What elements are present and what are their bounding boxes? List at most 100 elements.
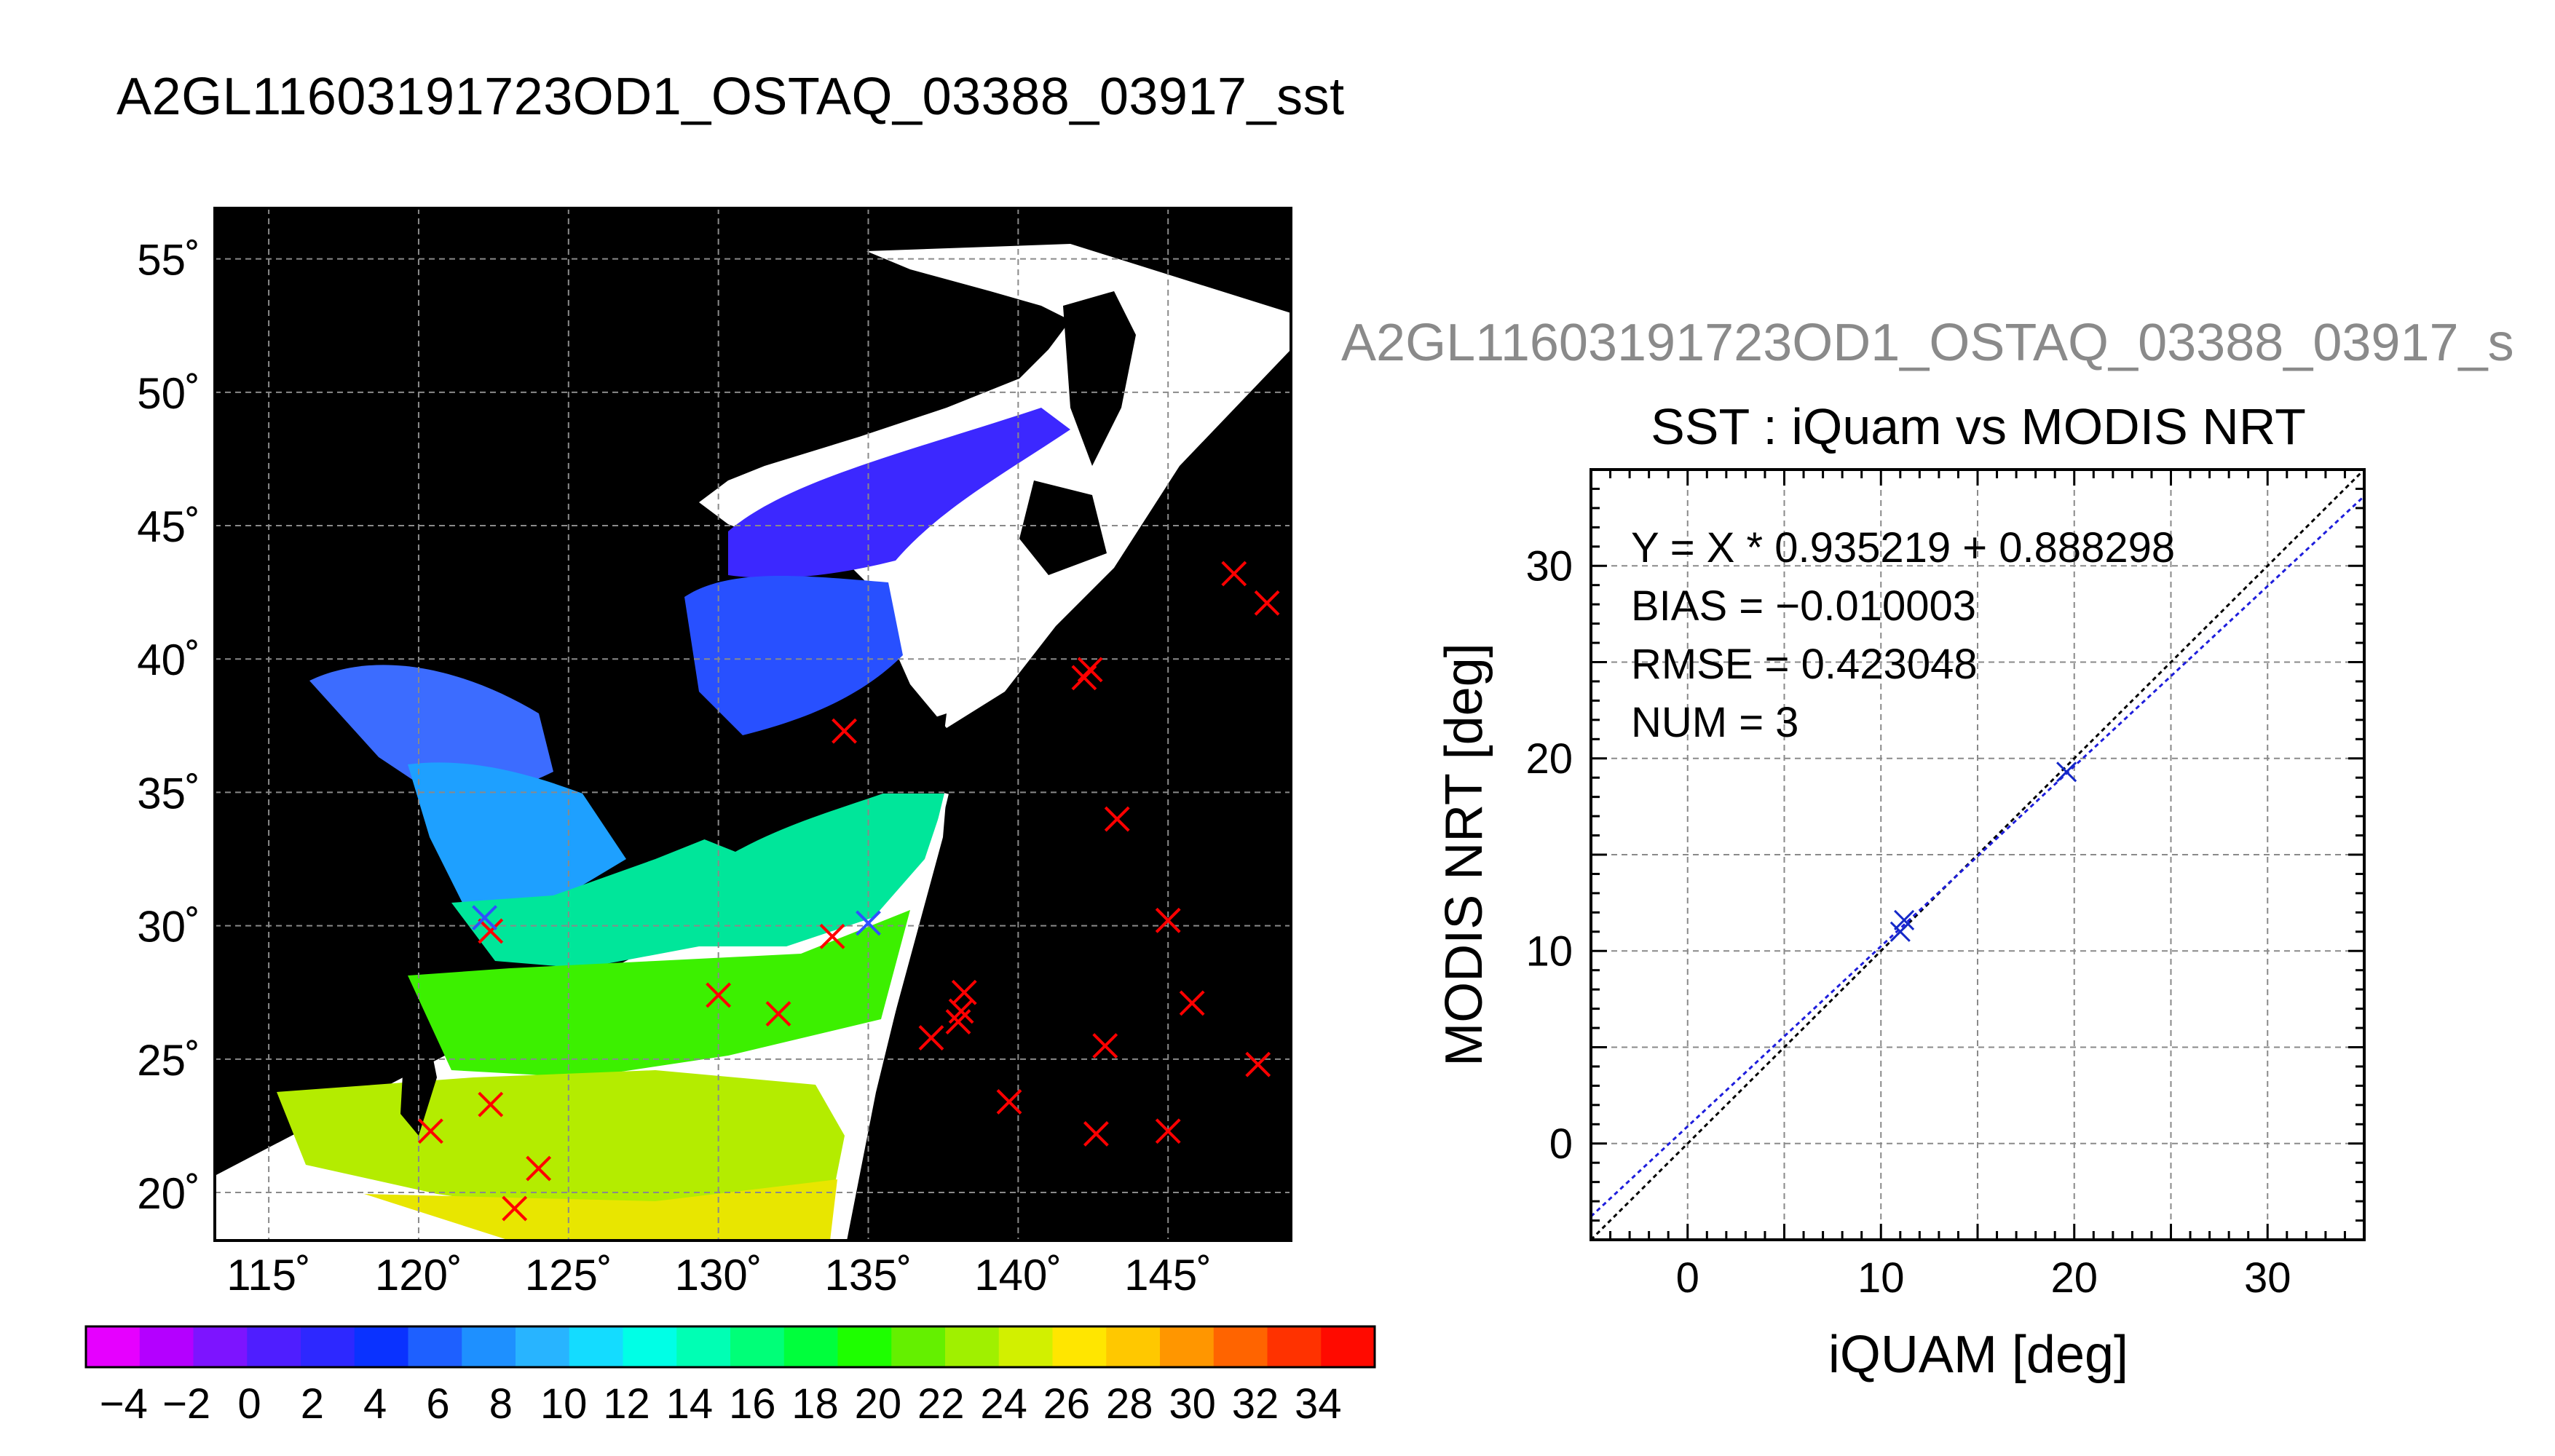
colorbar-label: −2 — [162, 1380, 210, 1428]
scatter-point — [2056, 761, 2077, 783]
sst-region-warm — [408, 910, 910, 1077]
colorbar-cell — [676, 1326, 731, 1367]
colorbar-label: 26 — [1043, 1380, 1091, 1428]
num-text: NUM = 3 — [1631, 699, 1798, 746]
colorbar: −4 −2 0 2 4 6 8 10 12 14 16 18 20 22 24 26 28 30 32 34 — [84, 1325, 1376, 1428]
colorbar-cell — [998, 1326, 1053, 1367]
colorbar-label: 12 — [603, 1380, 650, 1428]
scatter-point — [1889, 921, 1911, 942]
x-tick-label: 30 — [2244, 1254, 2291, 1302]
colorbar-cell — [462, 1326, 516, 1367]
latitude-label: 30˚ — [137, 903, 200, 951]
y-axis-label: MODIS NRT [deg] — [1435, 643, 1493, 1067]
colorbar-label: 2 — [301, 1380, 324, 1428]
colorbar-labels: −4 −2 0 2 4 6 8 10 12 14 16 18 20 22 24 26 28 30 32 34 — [100, 1380, 1342, 1428]
scatter-points — [1889, 761, 2077, 942]
colorbar-label: 20 — [855, 1380, 902, 1428]
scatter-title: SST : iQuam vs MODIS NRT — [1651, 398, 2306, 455]
colorbar-frame — [84, 1325, 1376, 1369]
colorbar-cell — [301, 1326, 355, 1367]
colorbar-cell — [1106, 1326, 1161, 1367]
rmse-text: RMSE = 0.423048 — [1631, 641, 1978, 688]
matched-marker — [856, 910, 881, 936]
colorbar-cell — [891, 1326, 946, 1367]
latitude-label: 25˚ — [137, 1036, 200, 1085]
x-axis-label: iQUAM [deg] — [1828, 1326, 2128, 1384]
latitude-label: 55˚ — [137, 236, 200, 285]
y-tick-labels: 0 10 20 30 — [1525, 542, 1573, 1168]
colorbar-label: 6 — [426, 1380, 449, 1428]
colorbar-cell — [1267, 1326, 1322, 1367]
insitu-marker — [1221, 561, 1247, 587]
longitude-label: 130˚ — [675, 1251, 762, 1299]
land-honshu — [699, 713, 947, 852]
identity-line — [1591, 470, 2364, 1240]
insitu-marker — [478, 1091, 504, 1117]
y-tick-label: 0 — [1549, 1120, 1573, 1168]
land-sakhalin — [1063, 291, 1136, 466]
colorbar-cell — [730, 1326, 785, 1367]
colorbar-label: 10 — [540, 1380, 588, 1428]
x-tick-label: 10 — [1857, 1254, 1905, 1302]
insitu-marker — [1104, 806, 1130, 832]
colorbar-label: 34 — [1295, 1380, 1342, 1428]
insitu-marker — [1155, 1118, 1181, 1144]
longitude-label: 120˚ — [375, 1251, 462, 1299]
sst-region-east-china-sea — [451, 794, 947, 968]
swath-white-north — [699, 244, 1291, 728]
colorbar-cell — [193, 1326, 248, 1367]
insitu-marker — [1155, 907, 1181, 933]
colorbar-cell — [247, 1326, 301, 1367]
map-title: A2GL11603191723OD1_OSTAQ_03388_03917_sst — [117, 68, 1345, 126]
sst-map: 55˚ 50˚ 45˚ 40˚ 35˚ 30˚ 25˚ 20˚ 115˚ 120˚ 125˚ 130… — [137, 207, 1292, 1299]
colorbar-cell — [408, 1326, 462, 1367]
x-tick-labels: 0 10 20 30 — [1676, 1254, 2291, 1302]
insitu-marker — [526, 1155, 552, 1182]
colorbar-cell — [837, 1326, 892, 1367]
plot-ticks — [1590, 468, 2366, 1241]
matched-marker — [472, 905, 497, 931]
colorbar-label: −4 — [100, 1380, 148, 1428]
colorbar-label: 4 — [363, 1380, 387, 1428]
insitu-marker — [1254, 590, 1280, 616]
insitu-marker — [1179, 990, 1205, 1016]
insitu-marker — [1245, 1051, 1271, 1077]
insitu-marker — [1092, 1033, 1118, 1059]
insitu-marker — [819, 923, 845, 949]
colorbar-cell — [1213, 1326, 1268, 1367]
colorbar-label: 16 — [729, 1380, 776, 1428]
colorbar-label: 32 — [1232, 1380, 1279, 1428]
latitude-label: 45˚ — [137, 502, 200, 551]
bias-text: BIAS = −0.010003 — [1631, 582, 1976, 630]
colorbar-label: 30 — [1169, 1380, 1216, 1428]
colorbar-label: 18 — [791, 1380, 839, 1428]
insitu-marker — [1083, 1121, 1109, 1147]
colorbar-label: 22 — [917, 1380, 965, 1428]
longitude-label: 125˚ — [525, 1251, 612, 1299]
plot-grid — [1591, 470, 2364, 1240]
insitu-marker — [996, 1089, 1022, 1115]
colorbar-cell — [623, 1326, 677, 1367]
insitu-marker — [765, 1001, 791, 1026]
insitu-marker — [918, 1025, 944, 1051]
colorbar-cell — [945, 1326, 1000, 1367]
colorbar-cell — [516, 1326, 570, 1367]
latitude-label: 50˚ — [137, 369, 200, 418]
land-hokkaido — [1019, 480, 1107, 575]
y-tick-label: 30 — [1525, 542, 1573, 590]
insitu-marker — [502, 1195, 528, 1222]
map-grid — [215, 208, 1291, 1241]
colorbar-cell — [139, 1326, 194, 1367]
colorbar-label: 0 — [237, 1380, 261, 1428]
scatter-point — [1894, 909, 1915, 930]
colorbar-label: 28 — [1106, 1380, 1153, 1428]
longitude-label: 140˚ — [974, 1251, 1062, 1299]
scatter-plot: SST : iQuam vs MODIS NRT 0 10 20 30 0 10 20 30… — [1435, 398, 2366, 1384]
colorbar-cell — [1160, 1326, 1215, 1367]
colorbar-label: 24 — [980, 1380, 1027, 1428]
land-korea — [604, 655, 684, 786]
longitude-label: 145˚ — [1124, 1251, 1212, 1299]
map-frame — [213, 207, 1292, 1242]
colorbar-label: 14 — [666, 1380, 714, 1428]
colorbar-cell — [569, 1326, 623, 1367]
